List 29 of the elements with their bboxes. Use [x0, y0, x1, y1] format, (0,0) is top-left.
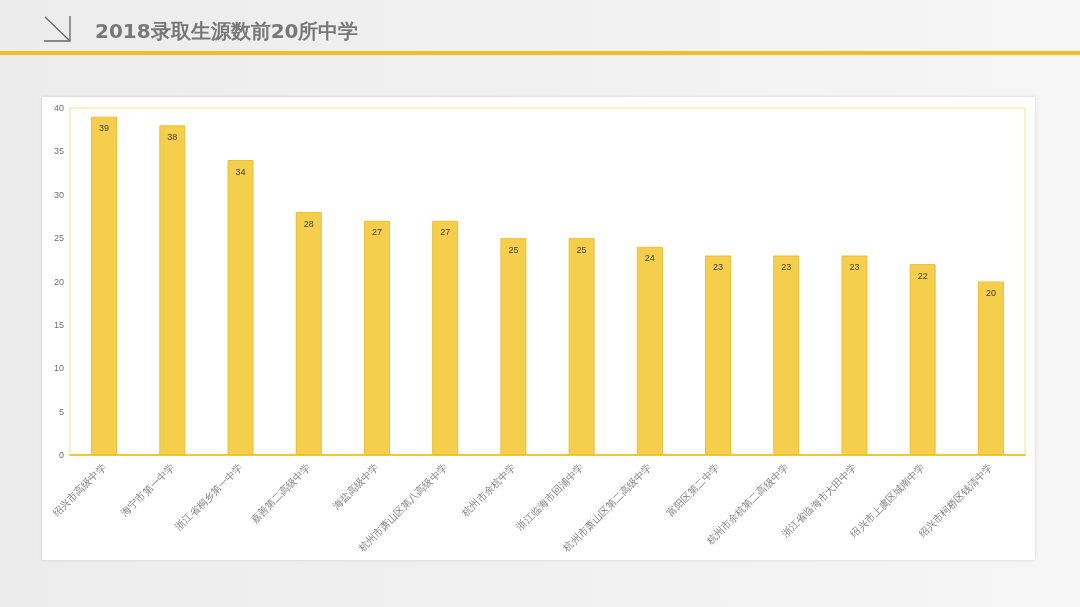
data-label: 27	[440, 227, 451, 238]
data-label: 23	[713, 261, 724, 272]
x-tick-label: 富阳区第二中学	[664, 461, 722, 519]
y-tick-label: 35	[53, 146, 64, 157]
x-tick-label: 绍兴市高级中学	[50, 461, 108, 519]
y-tick-label: 5	[58, 406, 64, 417]
y-tick-label: 15	[53, 319, 64, 330]
data-label: 23	[781, 261, 792, 272]
data-label: 22	[917, 270, 928, 281]
y-tick-label: 0	[58, 450, 64, 460]
data-label: 25	[576, 244, 587, 255]
x-tick-label: 海盐高级中学	[330, 461, 381, 512]
data-label: 27	[371, 227, 382, 238]
data-label: 28	[303, 218, 314, 229]
y-tick-label: 30	[53, 189, 64, 200]
y-tick-label: 40	[53, 103, 64, 113]
data-label: 39	[99, 123, 110, 134]
y-tick-label: 20	[53, 276, 64, 287]
data-label: 20	[985, 288, 996, 298]
y-tick-label: 10	[53, 363, 64, 374]
chart-title: 2018录取生源数前20所中学	[95, 19, 359, 43]
x-tick-label: 杭州市余杭中学	[459, 461, 518, 520]
data-label: 23	[849, 261, 860, 272]
y-tick-label: 25	[53, 233, 64, 244]
data-label: 25	[508, 244, 519, 255]
data-label: 24	[644, 253, 655, 264]
x-tick-label: 嘉善第二高级中学	[248, 461, 313, 526]
data-label: 38	[167, 131, 178, 142]
data-label: 34	[235, 166, 246, 177]
